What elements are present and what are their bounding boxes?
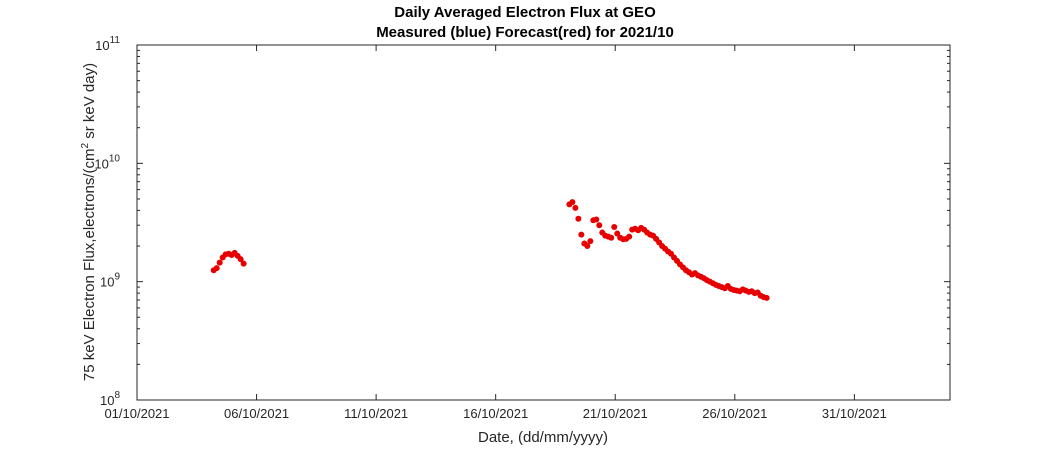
y-tick-label: 1011 bbox=[95, 35, 120, 53]
x-tick-label: 21/10/2021 bbox=[583, 406, 648, 421]
data-point bbox=[763, 294, 770, 301]
x-ticks: 01/10/2021 06/10/2021 11/10/2021 16/10/2021… bbox=[104, 45, 887, 421]
data-point bbox=[584, 243, 591, 250]
data-point bbox=[626, 233, 633, 240]
data-point bbox=[587, 238, 594, 245]
y-ticks: 108 109 1010 1011 bbox=[94, 35, 950, 408]
data-point bbox=[572, 204, 579, 211]
data-point bbox=[213, 265, 220, 272]
y-tick-label: 1010 bbox=[94, 153, 120, 171]
data-point bbox=[575, 215, 582, 222]
data-point bbox=[240, 260, 247, 267]
x-tick-label: 31/10/2021 bbox=[822, 406, 887, 421]
data-point bbox=[608, 234, 615, 241]
data-point bbox=[216, 259, 223, 266]
data-point bbox=[237, 256, 244, 263]
data-point bbox=[596, 222, 603, 229]
y-axis-label-tail: sr keV day) bbox=[81, 63, 98, 143]
data-point bbox=[569, 199, 576, 206]
y-axis-label-main: 75 keV Electron Flux,electrons/(cm bbox=[81, 149, 98, 382]
y-axis-label: 75 keV Electron Flux,electrons/(cm2 sr k… bbox=[80, 63, 98, 381]
x-tick-label: 11/10/2021 bbox=[344, 406, 408, 421]
x-tick-label: 06/10/2021 bbox=[224, 406, 289, 421]
x-tick-label: 01/10/2021 bbox=[104, 406, 169, 421]
data-point bbox=[614, 230, 621, 237]
y-tick-label: 109 bbox=[100, 272, 120, 290]
chart-title: Daily Averaged Electron Flux at GEO bbox=[394, 4, 656, 21]
data-point bbox=[593, 216, 600, 223]
y-tick-label: 108 bbox=[100, 390, 120, 408]
data-point bbox=[578, 231, 585, 238]
x-axis-label: Date, (dd/mm/yyyy) bbox=[478, 429, 608, 446]
y-axis-label-sup: 2 bbox=[80, 143, 91, 149]
x-tick-label: 26/10/2021 bbox=[702, 406, 767, 421]
x-tick-label: 16/10/2021 bbox=[463, 406, 528, 421]
chart-subtitle: Measured (blue) Forecast(red) for 2021/1… bbox=[376, 24, 674, 41]
data-points bbox=[210, 199, 770, 301]
plot-area bbox=[136, 44, 951, 401]
data-point bbox=[611, 223, 618, 230]
